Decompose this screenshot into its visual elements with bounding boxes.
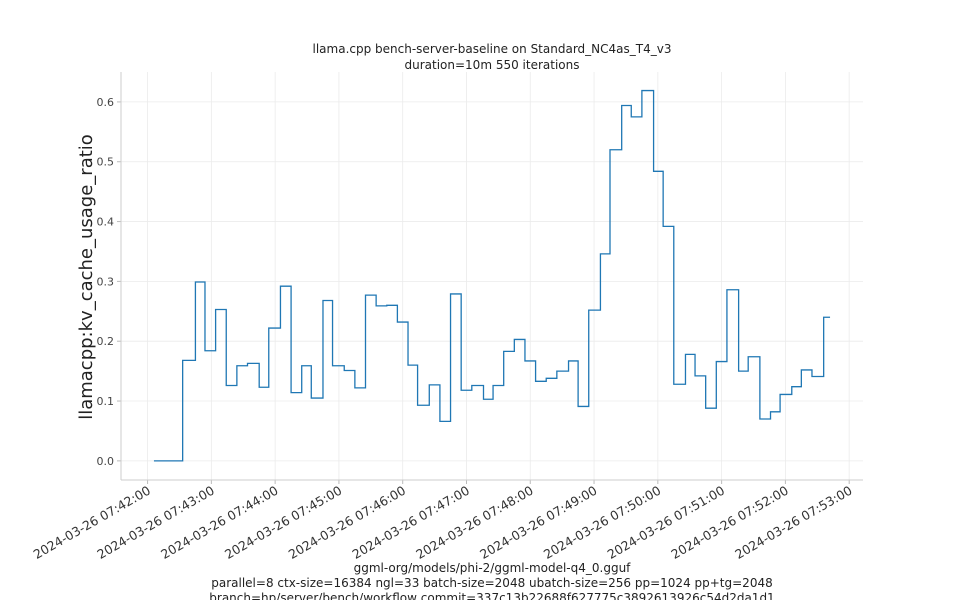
x-tick-label: 2024-03-26 07:53:00	[732, 483, 855, 562]
y-tick-label: 0.6	[97, 96, 115, 109]
x-tick-label: 2024-03-26 07:51:00	[605, 483, 728, 562]
x-tick-label: 2024-03-26 07:50:00	[541, 483, 664, 562]
x-tick-label: 2024-03-26 07:49:00	[477, 483, 600, 562]
y-axis-label: llamacpp:kv_cache_usage_ratio	[76, 134, 97, 420]
x-tick-label: 2024-03-26 07:47:00	[350, 483, 473, 562]
x-axis-label: branch=hp/server/bench/workflow commit=3…	[209, 591, 774, 600]
x-tick-label: 2024-03-26 07:42:00	[31, 483, 154, 562]
y-tick-label: 0.2	[97, 335, 115, 348]
x-tick-label: 2024-03-26 07:46:00	[286, 483, 409, 562]
x-axis-label: ggml-org/models/phi-2/ggml-model-q4_0.gg…	[354, 561, 632, 575]
x-tick-label: 2024-03-26 07:43:00	[94, 483, 217, 562]
data-line	[153, 89, 831, 462]
chart-subtitle: duration=10m 550 iterations	[405, 58, 580, 72]
x-axis-label: parallel=8 ctx-size=16384 ngl=33 batch-s…	[211, 576, 772, 590]
x-tick-label: 2024-03-26 07:48:00	[413, 483, 536, 562]
y-tick-label: 0.5	[97, 156, 115, 169]
x-tick-label: 2024-03-26 07:45:00	[222, 483, 345, 562]
y-tick-label: 0.1	[97, 395, 115, 408]
y-tick-label: 0.4	[97, 216, 115, 229]
y-tick-label: 0.3	[97, 275, 115, 288]
x-tick-label: 2024-03-26 07:52:00	[668, 483, 791, 562]
x-tick-label: 2024-03-26 07:44:00	[158, 483, 281, 562]
y-tick-label: 0.0	[97, 455, 115, 468]
chart-title: llama.cpp bench-server-baseline on Stand…	[313, 42, 672, 56]
